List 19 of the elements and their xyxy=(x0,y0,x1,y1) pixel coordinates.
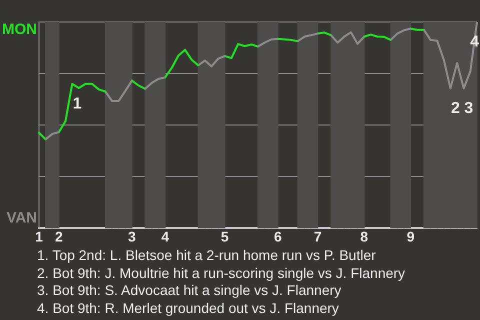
annotation: 1 xyxy=(72,95,82,112)
text: MON xyxy=(2,21,37,38)
x-tick-label: 9 xyxy=(406,228,415,244)
x-tick-label: 1 xyxy=(35,228,44,244)
x-tick-label: 2 xyxy=(55,228,64,244)
x-tick-label: 4 xyxy=(161,228,170,244)
text: VAN xyxy=(6,209,37,226)
x-tick-label: 6 xyxy=(274,228,282,244)
annotation: 3 xyxy=(464,100,474,117)
text: 3. Bot 9th: S. Advocaat hit a single vs J. Flannery xyxy=(37,282,342,300)
text: 1. Top 2nd: L. Bletsoe hit a 2-run home run vs P. Butler xyxy=(37,247,377,264)
annotation: 4 xyxy=(470,33,480,50)
text: 2. Bot 9th: J. Moultrie hit a run-scoring single vs J. Flannery xyxy=(37,264,406,282)
text: 4. Bot 9th: R. Merlet grounded out vs J. Flannery xyxy=(37,300,340,317)
x-tick-label: 7 xyxy=(314,228,322,244)
x-tick-label: 8 xyxy=(360,228,368,244)
annotation: 2 xyxy=(451,100,460,117)
x-tick-label: 3 xyxy=(128,228,136,244)
x-tick-label: 5 xyxy=(220,228,229,244)
